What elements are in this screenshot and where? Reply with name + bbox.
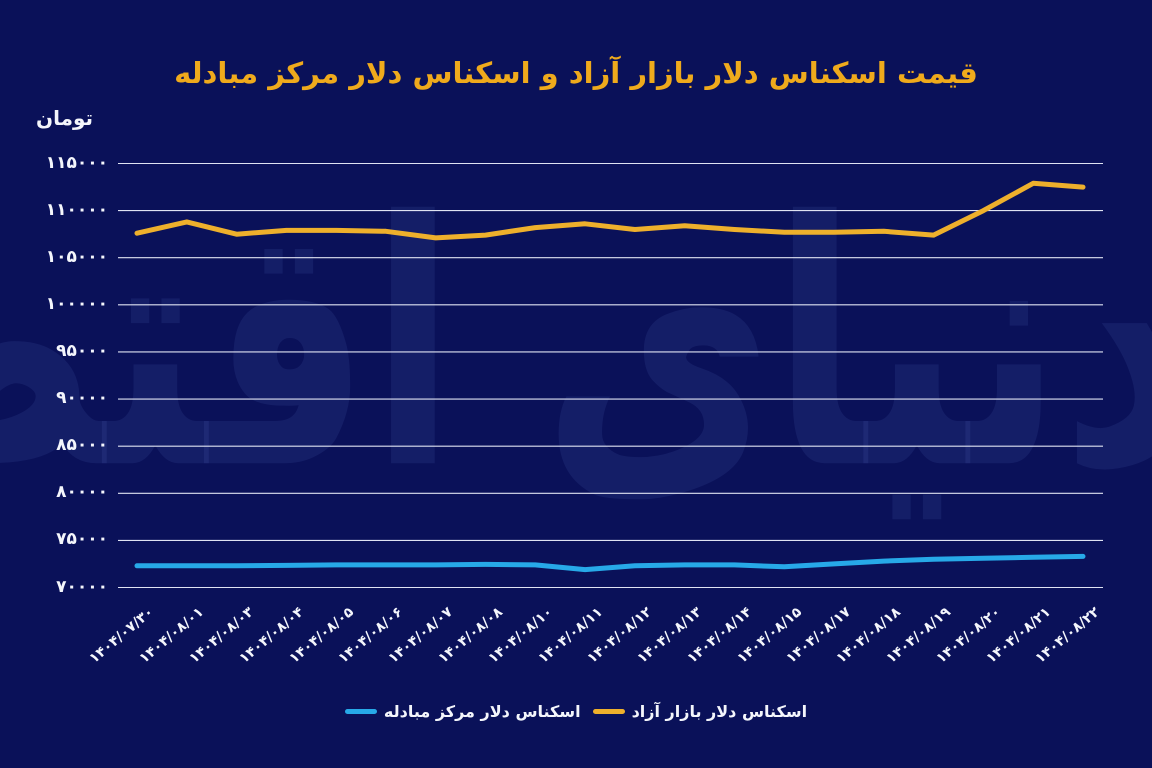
legend-item-exchange-center-dollar: اسکناس دلار مرکز مبادله [344,702,581,721]
y-tick-label: ۱۰۵۰۰۰ [45,246,108,267]
y-tick-label: ۷۰۰۰۰ [56,576,108,597]
y-tick-label: ۷۵۰۰۰ [56,529,108,550]
exchange-center-line-swatch [344,709,377,714]
y-tick-label: ۹۰۰۰۰ [56,388,108,409]
chart-title: قیمت اسکناس دلار بازار آزاد و اسکناس دلا… [174,56,978,90]
y-axis-unit-label: تومان [36,106,94,130]
y-tick-label: ۸۵۰۰۰ [56,435,108,456]
legend-label-exchange-center: اسکناس دلار مرکز مبادله [383,702,581,721]
y-tick-label: ۸۰۰۰۰ [56,482,108,503]
y-tick-label: ۱۱۵۰۰۰ [45,152,108,173]
y-tick-label: ۱۰۰۰۰۰ [45,293,108,314]
legend-item-free-market-dollar: اسکناس دلار بازار آزاد [592,702,808,721]
y-tick-label: ۹۵۰۰۰ [56,340,108,361]
legend: اسکناس دلار مرکز مبادله اسکناس دلار بازا… [0,702,1152,721]
free-market-line-swatch [592,709,625,714]
y-tick-label: ۱۱۰۰۰۰ [45,199,108,220]
series-line-free-market-dollar [134,180,1086,241]
legend-label-free-market: اسکناس دلار بازار آزاد [631,702,808,721]
series-line-exchange-center-dollar [134,553,1086,573]
